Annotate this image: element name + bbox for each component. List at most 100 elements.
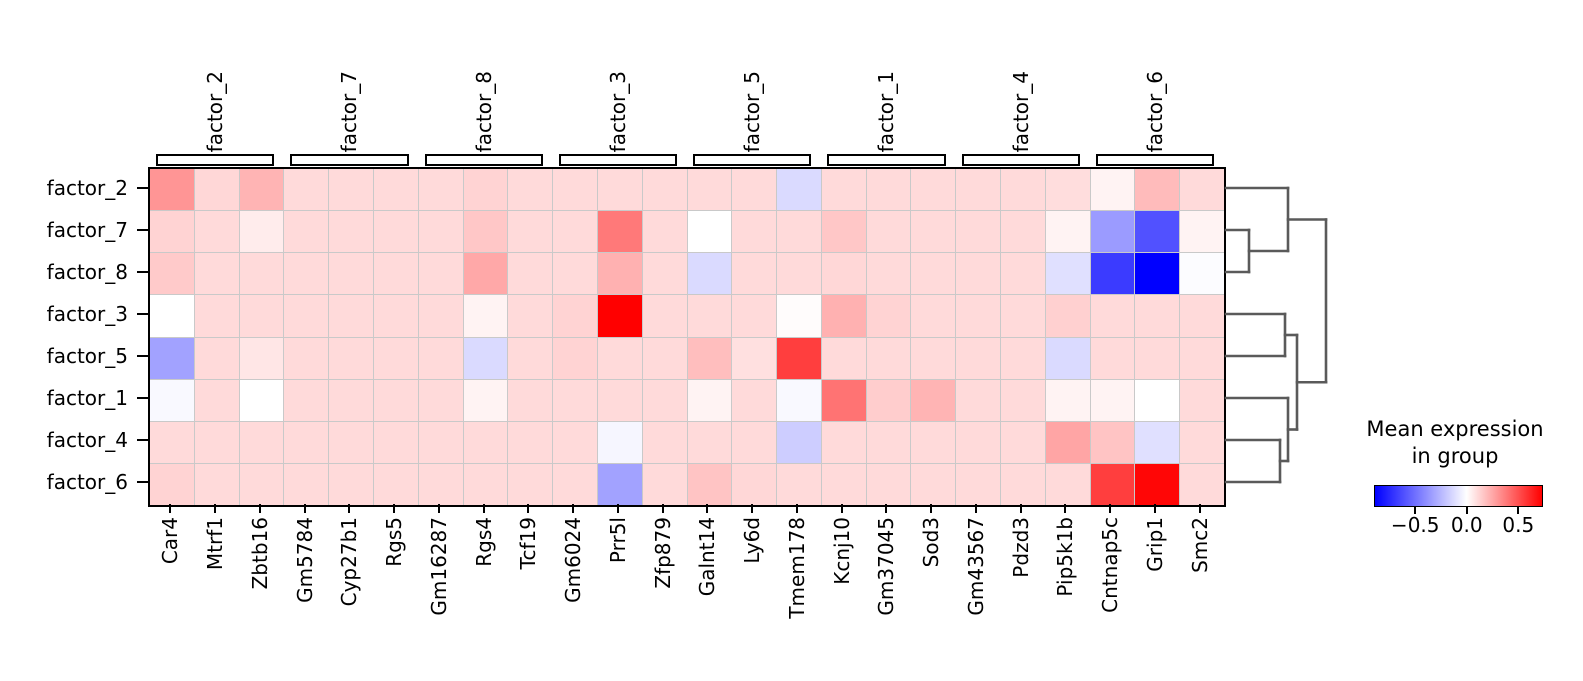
heatmap-cell: [1135, 421, 1180, 463]
heatmap-cell: [777, 169, 821, 211]
heatmap-cell: [1135, 169, 1180, 211]
heatmap-cell: [821, 169, 866, 211]
heatmap-cell: [956, 211, 1001, 253]
heatmap-cell: [463, 253, 508, 295]
heatmap-cell: [597, 211, 642, 253]
heatmap-cell: [821, 253, 866, 295]
column-label: Rgs5: [382, 517, 407, 567]
heatmap-cell: [150, 169, 194, 211]
x-axis-tick: [572, 504, 575, 513]
heatmap-cell: [1001, 421, 1045, 463]
x-axis-tick: [795, 504, 798, 513]
heatmap-cell: [329, 295, 373, 337]
heatmap-cell: [821, 379, 866, 421]
heatmap-cell: [642, 169, 687, 211]
heatmap-cell: [1180, 463, 1224, 505]
heatmap-cell: [418, 169, 463, 211]
heatmap-cell: [821, 211, 866, 253]
heatmap-cell: [911, 169, 956, 211]
x-axis-tick: [930, 504, 933, 513]
heatmap-cell: [821, 337, 866, 379]
column-label: Mtrf1: [203, 517, 228, 571]
heatmap-cell: [329, 463, 373, 505]
heatmap-cell: [911, 463, 956, 505]
heatmap-cell: [1001, 253, 1045, 295]
heatmap-cell: [642, 379, 687, 421]
heatmap-cell: [687, 421, 732, 463]
column-label: Tmem178: [784, 517, 809, 619]
heatmap-cell: [777, 337, 821, 379]
legend-title-line1: Mean expression: [1366, 417, 1544, 441]
heatmap-cell: [956, 379, 1001, 421]
heatmap-cell: [239, 211, 284, 253]
heatmap-cell: [1090, 295, 1135, 337]
row-label: factor_2: [46, 176, 128, 200]
x-axis-tick: [1153, 504, 1156, 513]
column-label: Car4: [158, 517, 183, 565]
heatmap-cell: [553, 169, 597, 211]
row-dendrogram: [1224, 186, 1328, 484]
y-axis-tick: [137, 313, 148, 315]
x-axis-tick: [527, 504, 530, 513]
heatmap-cell: [373, 253, 418, 295]
colorbar: [1374, 485, 1543, 507]
heatmap-cell: [597, 421, 642, 463]
heatmap-cell: [1090, 463, 1135, 505]
heatmap-cell: [911, 253, 956, 295]
heatmap-cell: [418, 253, 463, 295]
heatmap-cell: [732, 337, 777, 379]
column-label: Grip1: [1142, 517, 1167, 572]
heatmap-cell: [1001, 169, 1045, 211]
heatmap-cell: [194, 169, 239, 211]
heatmap-cell: [150, 211, 194, 253]
heatmap-cell: [597, 295, 642, 337]
column-group-bracket: [693, 154, 812, 166]
heatmap-cell: [284, 379, 329, 421]
row-label: factor_6: [46, 470, 128, 494]
y-axis-tick: [137, 229, 148, 231]
x-axis-tick: [840, 504, 843, 513]
heatmap-cell: [194, 379, 239, 421]
heatmap-cell: [1045, 421, 1090, 463]
heatmap-cell: [150, 379, 194, 421]
y-axis-tick: [137, 439, 148, 441]
x-axis-tick: [482, 504, 485, 513]
heatmap-grid: [148, 167, 1226, 507]
heatmap-cell: [1001, 337, 1045, 379]
heatmap-cell: [553, 253, 597, 295]
heatmap-cell: [284, 295, 329, 337]
x-axis-tick: [1109, 504, 1112, 513]
heatmap-cell: [1045, 379, 1090, 421]
heatmap-cell: [777, 421, 821, 463]
heatmap-cell: [821, 421, 866, 463]
column-label: Pdzd3: [1008, 517, 1033, 578]
heatmap-cell: [1001, 379, 1045, 421]
heatmap-cell: [150, 253, 194, 295]
heatmap-cell: [373, 337, 418, 379]
y-axis-tick: [137, 481, 148, 483]
heatmap-cell: [284, 421, 329, 463]
colorbar-tick: [1465, 507, 1468, 514]
heatmap-cell: [239, 295, 284, 337]
heatmap-cell: [687, 253, 732, 295]
column-label: Zfp879: [650, 517, 675, 589]
column-label: Gm37045: [874, 517, 899, 616]
heatmap-cell: [508, 253, 553, 295]
heatmap-cell: [553, 379, 597, 421]
heatmap-cell: [1180, 421, 1224, 463]
heatmap-cell: [597, 463, 642, 505]
heatmap-cell: [508, 337, 553, 379]
heatmap-cell: [508, 295, 553, 337]
heatmap-cell: [1180, 379, 1224, 421]
heatmap-cell: [553, 421, 597, 463]
heatmap-cell: [463, 211, 508, 253]
heatmap-cell: [687, 379, 732, 421]
row-label: factor_5: [46, 344, 128, 368]
row-label: factor_4: [46, 428, 128, 452]
heatmap-cell: [642, 463, 687, 505]
heatmap-cell: [150, 295, 194, 337]
column-label: Gm5784: [292, 517, 317, 603]
heatmap-cell: [956, 463, 1001, 505]
heatmap-cell: [956, 169, 1001, 211]
heatmap-cell: [1090, 337, 1135, 379]
